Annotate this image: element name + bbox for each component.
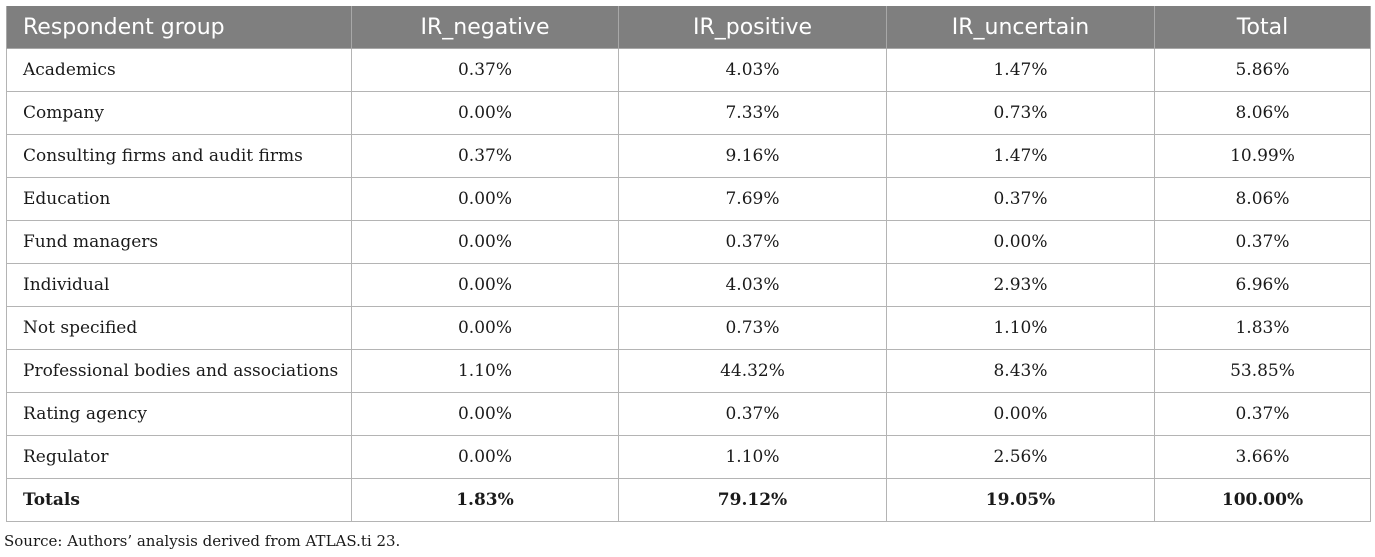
value-cell: 1.83% (1154, 306, 1371, 350)
row-label-cell: Not specified (6, 306, 352, 350)
value-cell: 0.00% (886, 392, 1155, 436)
value-cell: 1.47% (886, 48, 1155, 92)
value-cell: 0.00% (351, 306, 619, 350)
row-label-cell: Education (6, 177, 352, 221)
value-cell: 1.10% (886, 306, 1155, 350)
value-cell: 0.73% (886, 91, 1155, 135)
value-cell: 7.69% (618, 177, 887, 221)
totals-value-cell: 19.05% (886, 478, 1155, 522)
value-cell: 0.00% (351, 392, 619, 436)
value-cell: 0.37% (351, 48, 619, 92)
value-cell: 8.43% (886, 349, 1155, 393)
value-cell: 0.00% (351, 435, 619, 479)
value-cell: 2.93% (886, 263, 1155, 307)
table-header-row: Respondent group IR_negative IR_positive IR… (6, 6, 1371, 49)
value-cell: 0.37% (886, 177, 1155, 221)
totals-label-cell: Totals (6, 478, 352, 522)
table-row: Company 0.00% 7.33% 0.73% 8.06% (6, 91, 1371, 135)
row-label-cell: Academics (6, 48, 352, 92)
value-cell: 4.03% (618, 263, 887, 307)
respondent-group-table: Respondent group IR_negative IR_positive IR… (6, 6, 1371, 522)
value-cell: 0.37% (1154, 220, 1371, 264)
table-row: Consulting firms and audit firms 0.37% 9.1… (6, 134, 1371, 178)
value-cell: 0.73% (618, 306, 887, 350)
value-cell: 5.86% (1154, 48, 1371, 92)
value-cell: 7.33% (618, 91, 887, 135)
column-header: IR_positive (618, 6, 887, 49)
value-cell: 0.37% (351, 134, 619, 178)
value-cell: 0.37% (618, 392, 887, 436)
row-label-cell: Fund managers (6, 220, 352, 264)
value-cell: 1.10% (618, 435, 887, 479)
row-label-cell: Professional bodies and associations (6, 349, 352, 393)
value-cell: 1.10% (351, 349, 619, 393)
totals-value-cell: 79.12% (618, 478, 887, 522)
table-row: Academics 0.37% 4.03% 1.47% 5.86% (6, 48, 1371, 92)
value-cell: 0.00% (886, 220, 1155, 264)
value-cell: 0.37% (1154, 392, 1371, 436)
table-row: Regulator 0.00% 1.10% 2.56% 3.66% (6, 435, 1371, 479)
column-header: Total (1154, 6, 1371, 49)
table-row: Individual 0.00% 4.03% 2.93% 6.96% (6, 263, 1371, 307)
value-cell: 10.99% (1154, 134, 1371, 178)
value-cell: 8.06% (1154, 91, 1371, 135)
data-table-container: Respondent group IR_negative IR_positive IR… (6, 6, 1371, 522)
row-label-cell: Company (6, 91, 352, 135)
value-cell: 0.00% (351, 220, 619, 264)
table-row: Education 0.00% 7.69% 0.37% 8.06% (6, 177, 1371, 221)
value-cell: 0.00% (351, 91, 619, 135)
value-cell: 44.32% (618, 349, 887, 393)
table-row: Professional bodies and associations 1.10… (6, 349, 1371, 393)
row-label-cell: Rating agency (6, 392, 352, 436)
value-cell: 6.96% (1154, 263, 1371, 307)
source-note: Source: Authors’ analysis derived from A… (4, 532, 401, 550)
value-cell: 8.06% (1154, 177, 1371, 221)
row-label-cell: Individual (6, 263, 352, 307)
row-label-cell: Consulting firms and audit firms (6, 134, 352, 178)
table-row: Fund managers 0.00% 0.37% 0.00% 0.37% (6, 220, 1371, 264)
value-cell: 3.66% (1154, 435, 1371, 479)
totals-value-cell: 100.00% (1154, 478, 1371, 522)
value-cell: 0.00% (351, 177, 619, 221)
table-row: Not specified 0.00% 0.73% 1.10% 1.83% (6, 306, 1371, 350)
column-header: Respondent group (6, 6, 352, 49)
totals-row: Totals 1.83% 79.12% 19.05% 100.00% (6, 478, 1371, 522)
column-header: IR_negative (351, 6, 619, 49)
value-cell: 4.03% (618, 48, 887, 92)
value-cell: 9.16% (618, 134, 887, 178)
value-cell: 0.00% (351, 263, 619, 307)
value-cell: 0.37% (618, 220, 887, 264)
row-label-cell: Regulator (6, 435, 352, 479)
totals-value-cell: 1.83% (351, 478, 619, 522)
column-header: IR_uncertain (886, 6, 1155, 49)
value-cell: 53.85% (1154, 349, 1371, 393)
value-cell: 1.47% (886, 134, 1155, 178)
table-row: Rating agency 0.00% 0.37% 0.00% 0.37% (6, 392, 1371, 436)
value-cell: 2.56% (886, 435, 1155, 479)
